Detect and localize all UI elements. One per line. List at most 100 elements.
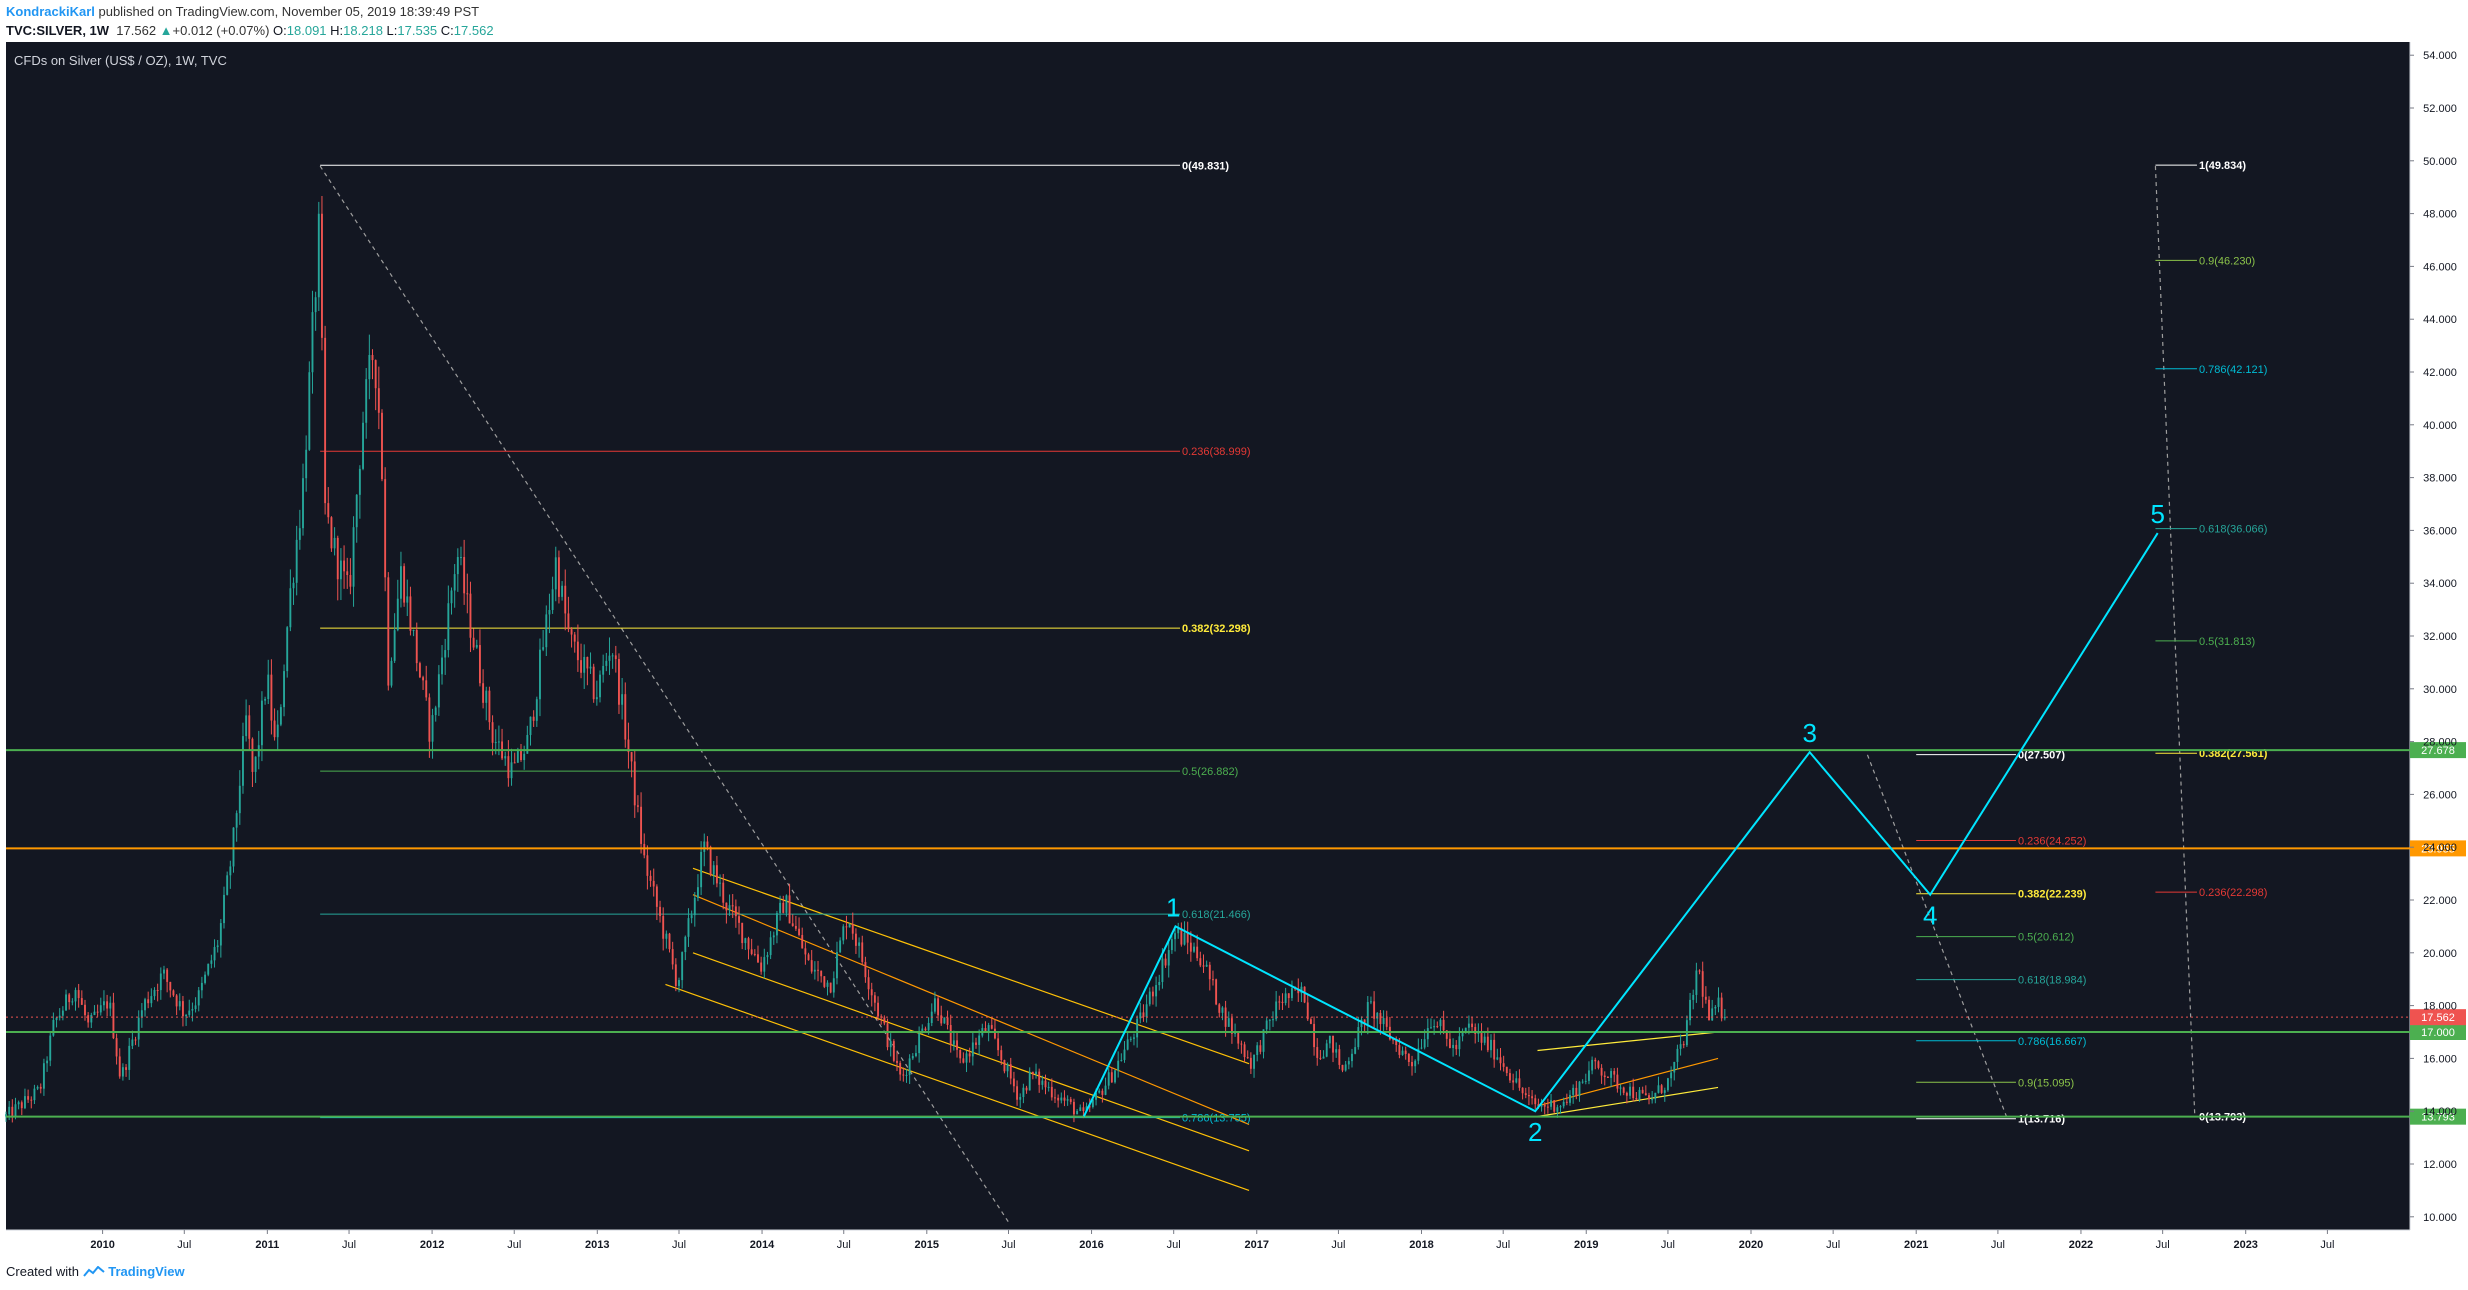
candle-body-502 [1591,1059,1594,1071]
candle-body-194 [618,659,620,705]
candle-body-430 [1363,1019,1366,1025]
candle-body-494 [1565,1101,1568,1103]
tradingview-brand-link[interactable]: TradingView [108,1264,185,1279]
candle-body-286 [908,1058,911,1075]
candle-body-78 [251,738,254,772]
candle-body-61 [197,990,200,1006]
candle-body-523 [1657,1085,1660,1093]
candle-body-183 [583,656,586,673]
candle-body-37 [121,1067,124,1077]
candle-body-341 [1082,1107,1085,1112]
candle-body-95 [305,449,308,479]
chart-background [6,42,2410,1230]
candle-body-115 [368,354,371,380]
candle-body-413 [1309,1019,1312,1024]
candle-body-369 [1170,939,1173,951]
candle-body-62 [200,982,203,991]
published-text: published on TradingView.com, November 0… [94,4,480,19]
candle-body-86 [276,724,279,738]
candle-body-492 [1559,1106,1562,1108]
y-tick-label-21: 12.000 [2423,1159,2457,1171]
candle-body-414 [1313,1023,1316,1048]
candle-body-530 [1679,1044,1682,1049]
candle-body-335 [1063,1097,1066,1101]
low-label: L: [386,23,398,38]
candle-body-357 [1133,1037,1135,1039]
candle-body-454 [1439,1019,1442,1027]
candle-body-321 [1019,1097,1022,1100]
candle-body-536 [1698,970,1701,972]
candle-body-537 [1701,971,1704,997]
candle-body-249 [791,923,794,926]
candle-body-311 [987,1025,990,1032]
candle-body-221 [703,841,706,852]
candle-body-481 [1524,1093,1527,1096]
candle-body-34 [112,1002,115,1039]
candle-body-423 [1341,1064,1344,1071]
candle-body-366 [1161,958,1164,982]
candle-body-543 [1720,997,1723,1019]
x-tick-label-25: Jul [2156,1239,2170,1251]
candle-body-195 [621,694,624,705]
fib-label-1-0: 0(27.507) [2018,750,2065,762]
fib-label-2-3: 0.618(36.066) [2199,524,2268,536]
candle-body-5 [20,1102,23,1109]
candle-body-421 [1335,1049,1338,1053]
candle-body-432 [1369,1001,1372,1003]
candle-body-346 [1098,1090,1101,1093]
candle-body-14 [49,1035,52,1061]
author-link[interactable]: KondrackiKarl [6,4,95,19]
candle-body-410 [1300,986,1303,994]
y-tick-label-15: 24.000 [2423,842,2457,854]
candle-body-60 [194,1005,197,1010]
candle-body-488 [1546,1106,1549,1108]
x-tick-label-21: Jul [1826,1239,1840,1251]
candle-body-136 [434,707,437,716]
time-axis-panel[interactable] [6,1230,2410,1258]
candle-body-272 [864,961,867,978]
candle-body-520 [1648,1095,1650,1100]
close-label: C: [440,23,454,38]
candle-body-522 [1654,1092,1657,1100]
candle-body-420 [1332,1035,1334,1053]
candle-body-54 [175,995,178,1007]
candle-body-373 [1183,932,1186,945]
candle-body-91 [292,582,295,589]
candle-body-53 [172,990,175,996]
candle-body-109 [349,575,352,587]
y-tick-label-16: 22.000 [2423,895,2457,907]
price-axis: 54.000 52.000 50.000 48.000 46.000 44.000 42.0… [2410,50,2457,1224]
candle-body-322 [1022,1087,1025,1098]
candle-body-32 [106,1001,109,1009]
candle-body-77 [248,715,251,739]
candle-body-253 [804,948,807,955]
candle-body-26 [87,1015,90,1023]
candle-body-246 [782,902,785,913]
candle-body-41 [134,1039,137,1041]
candle-body-412 [1306,1002,1309,1020]
candle-body-450 [1426,1028,1429,1040]
candle-body-347 [1101,1090,1104,1095]
y-tick-label-14: 26.000 [2423,789,2457,801]
y-tick-label-0: 54.000 [2423,50,2457,62]
trendline-5 [665,983,1250,1191]
candle-body-1 [8,1106,11,1115]
candle-body-111 [355,494,358,528]
candle-body-457 [1448,1038,1451,1048]
candle-body-434 [1376,1012,1379,1019]
candle-body-127 [406,596,409,603]
candle-body-463 [1467,1023,1470,1028]
candle-body-298 [946,1017,949,1025]
candle-body-501 [1588,1070,1590,1081]
candle-body-426 [1351,1053,1353,1062]
candle-body-352 [1117,1060,1120,1071]
level-price-label-2: 17.000 [2421,1027,2455,1039]
price-chart[interactable]: CFDs on Silver (US$ / OZ), 1W, TVC 0(49.… [0,40,2468,1260]
candle-body-351 [1114,1070,1116,1083]
candle-body-344 [1091,1099,1094,1107]
x-tick-label-26: 2023 [2233,1239,2257,1251]
candle-body-19 [65,994,67,1011]
candle-body-162 [516,750,519,763]
candle-body-416 [1319,1057,1322,1059]
candle-body-180 [573,634,576,642]
